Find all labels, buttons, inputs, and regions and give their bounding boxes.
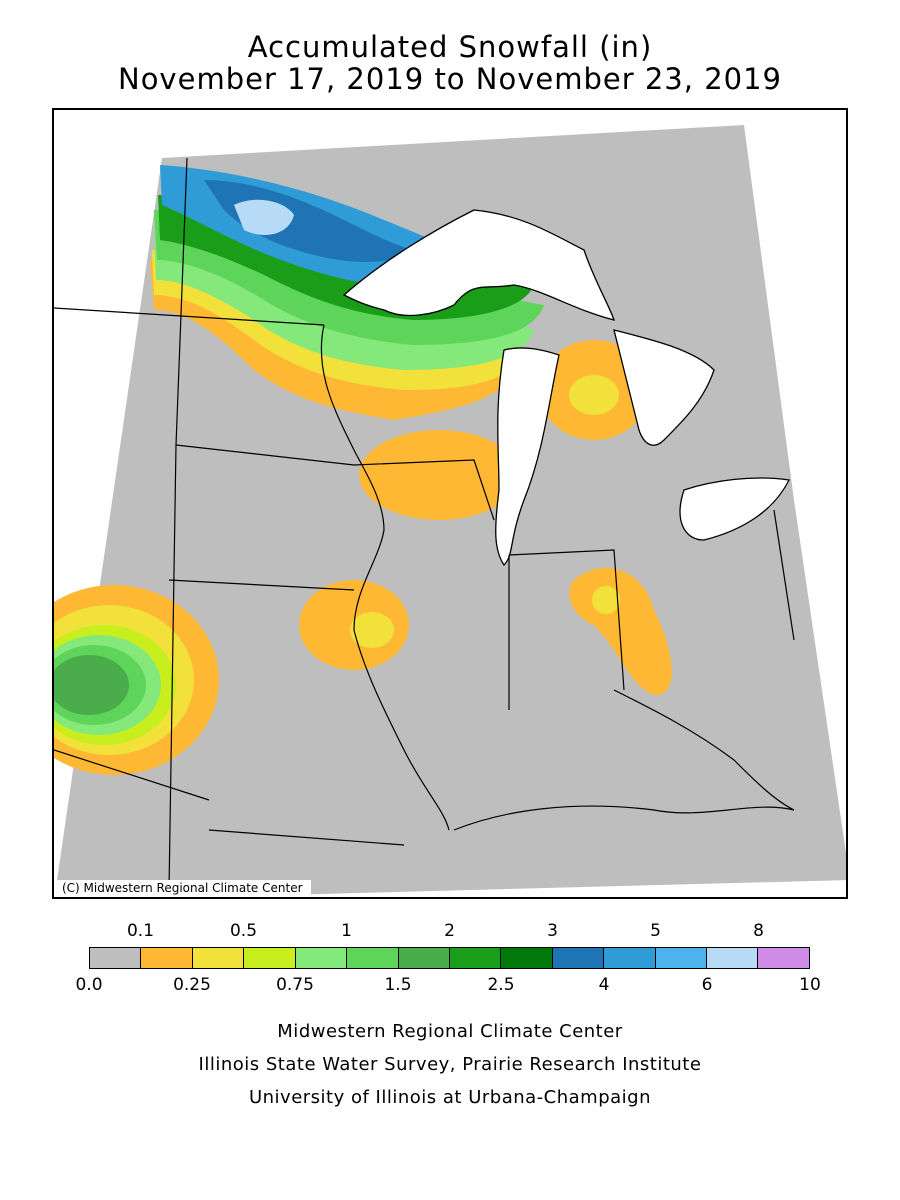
color-legend [89, 947, 810, 969]
legend-upper-label: 0.1 [126, 921, 155, 941]
snow-blob-west [54, 585, 219, 775]
legend-swatch [398, 948, 450, 968]
copyright-note: (C) Midwestern Regional Climate Center [54, 880, 311, 897]
legend-swatch [449, 948, 502, 968]
footer-org: Midwestern Regional Climate Center [277, 1021, 623, 1042]
chart-title: Accumulated Snowfall (in) [247, 30, 653, 64]
map-canvas [54, 125, 846, 897]
legend-swatch [90, 948, 142, 968]
legend-swatch [192, 948, 245, 968]
legend-swatch [655, 948, 708, 968]
legend-upper-label: 8 [753, 921, 764, 941]
legend-lower-label: 0.0 [75, 975, 103, 995]
legend-upper-label: 0.5 [229, 921, 258, 941]
legend-swatch [295, 948, 348, 968]
snow-spots [299, 340, 672, 695]
legend-lower-label: 2.5 [487, 975, 515, 995]
legend-lower-label: 0.25 [173, 975, 211, 995]
legend-swatch [244, 948, 296, 968]
footer-survey: Illinois State Water Survey, Prairie Res… [198, 1054, 702, 1075]
lake-michigan [495, 347, 560, 567]
legend-lower-label: 10 [799, 975, 821, 995]
legend-swatch [501, 948, 553, 968]
legend-swatch [347, 948, 399, 968]
legend-lower-label: 1.5 [384, 975, 412, 995]
legend-upper-label: 1 [341, 921, 352, 941]
state-borders [54, 157, 795, 891]
snowfall-map: (C) Midwestern Regional Climate Center [52, 108, 848, 899]
lake-erie [679, 477, 790, 541]
legend-swatch [604, 948, 656, 968]
legend-swatch [707, 948, 759, 968]
legend-lower-label: 4 [598, 975, 610, 995]
lake-superior [342, 209, 615, 321]
legend-upper-label: 3 [547, 921, 558, 941]
legend-upper-label: 2 [444, 921, 455, 941]
date-range-subtitle: November 17, 2019 to November 23, 2019 [118, 62, 782, 96]
legend-lower-label: 0.75 [276, 975, 314, 995]
legend-swatch [141, 948, 193, 968]
great-lakes [342, 209, 790, 567]
footer-university: University of Illinois at Urbana-Champai… [248, 1087, 652, 1108]
legend-swatch [552, 948, 605, 968]
legend-swatch [758, 948, 809, 968]
legend-upper-label: 5 [650, 921, 661, 941]
lake-huron [613, 329, 715, 446]
legend-lower-label: 6 [701, 975, 713, 995]
